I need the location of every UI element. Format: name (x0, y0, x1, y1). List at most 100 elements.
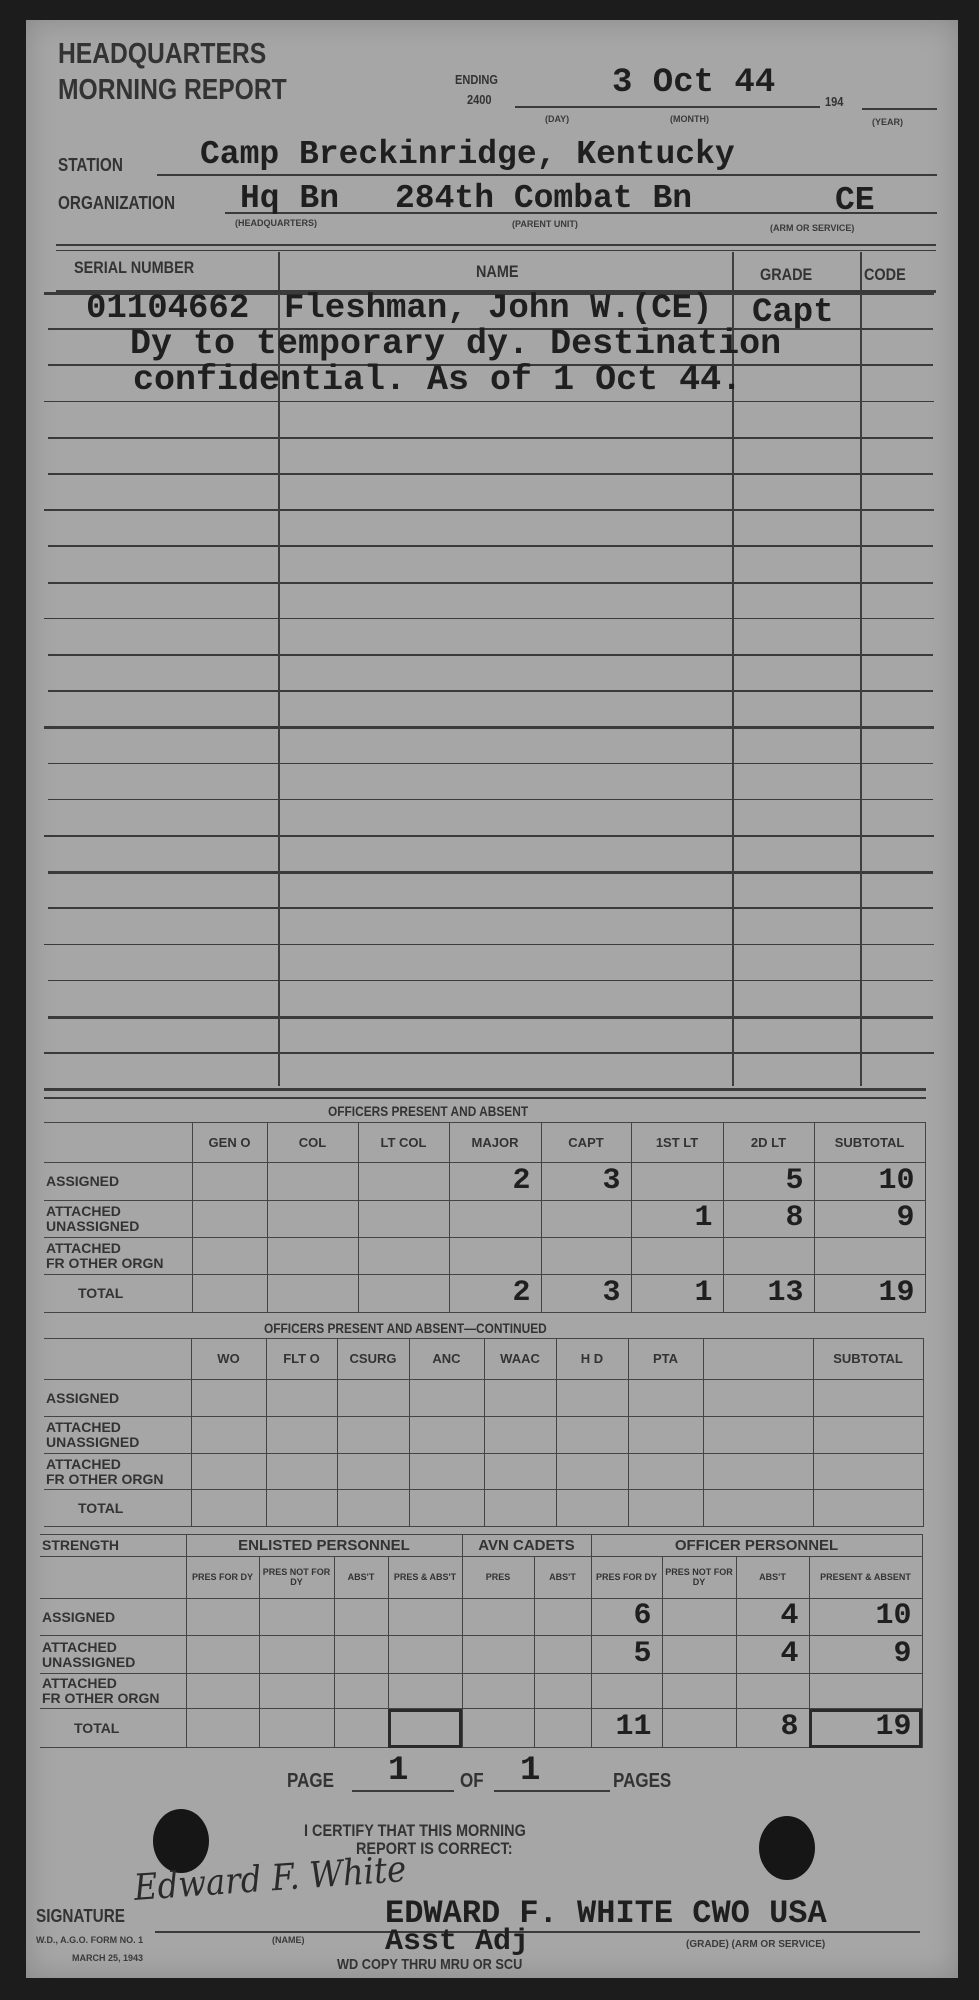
name-caption: (NAME) (272, 1935, 305, 1945)
strength-cell: 5 (590, 1635, 663, 1674)
ruled-line (48, 762, 933, 765)
officers-cell (630, 1162, 724, 1201)
ruled-line (48, 979, 933, 982)
strength-cell (333, 1708, 389, 1748)
ruled-line (48, 871, 933, 874)
officers-continued-cell (190, 1379, 267, 1417)
officers-cell (357, 1274, 450, 1313)
officers-cell: 1 (630, 1200, 724, 1238)
report-date: 3 Oct 44 (612, 64, 776, 102)
strength-cell (661, 1635, 737, 1674)
strength-column-header: PRESENT & ABSENT (808, 1556, 923, 1599)
officers-continued-row: ASSIGNED (44, 1379, 924, 1417)
officers-present-absent-table: GEN O COL LT COL MAJOR CAPT 1ST LT 2D LT SUBTOT… (44, 1122, 926, 1313)
officers-continued-column-header: PTA (627, 1338, 704, 1380)
officers-continued-column-header: WO (190, 1338, 267, 1380)
strength-cell (387, 1708, 463, 1748)
strength-cell (258, 1708, 335, 1748)
strength-group-header: OFFICER PERSONNEL (590, 1534, 923, 1557)
strength-cell (661, 1598, 737, 1636)
row-label: ATTACHED FR OTHER ORGN (44, 1453, 192, 1490)
officers-continued-cell (190, 1416, 267, 1454)
strength-cell (461, 1708, 535, 1748)
strength-cell (387, 1673, 463, 1709)
ruled-line (48, 654, 933, 656)
grade-caption: (GRADE) (ARM OR SERVICE) (686, 1939, 826, 1950)
strength-cell (258, 1598, 335, 1636)
officers-cell (540, 1200, 632, 1238)
strength-cell (735, 1673, 810, 1709)
name-header: NAME (476, 262, 519, 281)
strength-cell (533, 1635, 592, 1674)
copy-note: WD COPY THRU MRU OR SCU (337, 1956, 523, 1973)
officers-cell: 13 (722, 1274, 815, 1313)
row-label: ATTACHED UNASSIGNED (44, 1416, 192, 1454)
strength-column-header: PRES & ABS'T (387, 1556, 463, 1599)
code-header: CODE (864, 265, 906, 284)
officers-continued-cell (190, 1453, 267, 1490)
strength-row: TOTAL 11 8 19 (40, 1708, 923, 1748)
officers-cell (630, 1237, 724, 1275)
officers-cell: 3 (540, 1162, 632, 1201)
strength-cell: 11 (590, 1708, 663, 1748)
page-number: 1 (388, 1752, 409, 1790)
form-date: MARCH 25, 1943 (72, 1953, 144, 1963)
strength-group-header: ENLISTED PERSONNEL (185, 1534, 463, 1557)
row-label: TOTAL (44, 1489, 192, 1527)
organization-parent-unit: 284th Combat Bn (395, 180, 693, 217)
officers-continued-cell (336, 1453, 410, 1490)
officers-continued-title: OFFICERS PRESENT AND ABSENT—CONTINUED (264, 1320, 547, 1336)
strength-group-header: AVN CADETS (461, 1534, 592, 1557)
ruled-line (44, 726, 934, 729)
strength-column-header: ABS'T (735, 1556, 810, 1599)
strength-cell: 9 (808, 1635, 923, 1674)
total-pages: 1 (520, 1752, 541, 1790)
officers-cell (191, 1274, 268, 1313)
strength-cell (185, 1598, 260, 1636)
column-divider (860, 252, 862, 1086)
row-label: TOTAL (44, 1274, 193, 1313)
officers-cell (266, 1237, 359, 1275)
officers-continued-cell (336, 1379, 410, 1417)
blank (40, 1556, 187, 1599)
year-label: (YEAR) (872, 117, 903, 127)
strength-column-header: ABS'T (333, 1556, 389, 1599)
organization-arm: CE (835, 182, 875, 219)
officers-continued-cell (265, 1453, 338, 1490)
officers-cell (191, 1162, 268, 1201)
ruled-line (44, 400, 934, 403)
officers-cell: 3 (540, 1274, 632, 1313)
officers-cell (540, 1237, 632, 1275)
officers-column-header: 1ST LT (630, 1122, 724, 1163)
strength-cell (808, 1673, 923, 1709)
officers-cell: 2 (448, 1274, 542, 1313)
officers-continued-cell (702, 1379, 814, 1417)
strength-cell (333, 1635, 389, 1674)
punch-hole-right (759, 1816, 815, 1880)
officers-continued-cell (265, 1489, 338, 1527)
officers-cell (266, 1274, 359, 1313)
officers-continued-cell (408, 1416, 485, 1454)
column-divider (278, 252, 280, 1086)
officers-cell (191, 1200, 268, 1238)
officers-continued-column-header: WAAC (483, 1338, 557, 1380)
officers-continued-cell (483, 1489, 557, 1527)
strength-cell: 19 (808, 1708, 923, 1748)
officers-cell: 2 (448, 1162, 542, 1201)
officers-column-header: SUBTOTAL (813, 1122, 926, 1163)
strength-column-header: ABS'T (533, 1556, 592, 1599)
strength-cell (387, 1635, 463, 1674)
officers-column-header: MAJOR (448, 1122, 542, 1163)
officers-continued-cell (483, 1379, 557, 1417)
officers-continued-cell (812, 1379, 924, 1417)
officers-row: TOTAL 2 3 1 13 19 (44, 1274, 926, 1313)
officers-continued-cell (408, 1379, 485, 1417)
officers-continued-column-header: ANC (408, 1338, 485, 1380)
typed-name: EDWARD F. WHITE CWO USA (385, 1895, 827, 1932)
strength-cell (533, 1673, 592, 1709)
officers-continued-cell (190, 1489, 267, 1527)
officers-cell (448, 1200, 542, 1238)
headquarters-label: (HEADQUARTERS) (235, 218, 317, 228)
punch-hole-left (153, 1809, 209, 1873)
row-label: ASSIGNED (40, 1598, 187, 1636)
